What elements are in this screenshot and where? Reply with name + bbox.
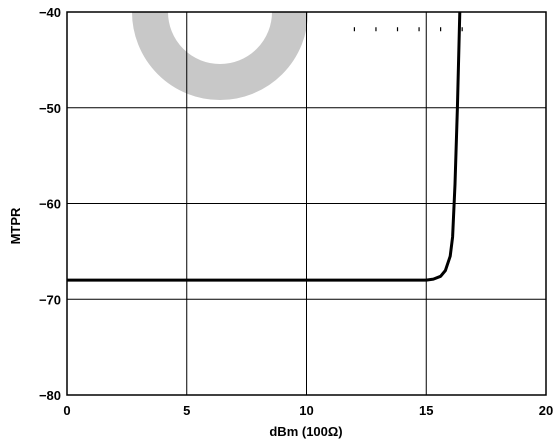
y-tick-label: −70 bbox=[39, 292, 61, 307]
plot-frame bbox=[66, 11, 547, 396]
y-tick-label: −40 bbox=[39, 5, 61, 20]
x-axis-label: dBm (100Ω) bbox=[269, 424, 342, 439]
y-axis-label: MTPR bbox=[8, 207, 23, 244]
y-tick-labels: −40 −50 −60 −70 −80 bbox=[39, 5, 61, 403]
grid-lines bbox=[67, 12, 546, 395]
x-tick-label: 15 bbox=[419, 403, 433, 418]
x-tick-label: 20 bbox=[539, 403, 553, 418]
x-tick-label: 0 bbox=[63, 403, 70, 418]
x-tick-label: 5 bbox=[183, 403, 190, 418]
watermark-arc bbox=[132, 11, 308, 100]
watermark-ring bbox=[132, 11, 308, 100]
x-tick-labels: 0 5 10 15 20 bbox=[63, 403, 553, 418]
y-tick-label: −60 bbox=[39, 197, 61, 212]
y-tick-label: −50 bbox=[39, 101, 61, 116]
y-tick-label: −80 bbox=[39, 388, 61, 403]
mtpr-curve bbox=[67, 11, 462, 282]
x-tick-label: 10 bbox=[299, 403, 313, 418]
marker-row bbox=[353, 27, 463, 32]
series-group bbox=[67, 11, 462, 282]
